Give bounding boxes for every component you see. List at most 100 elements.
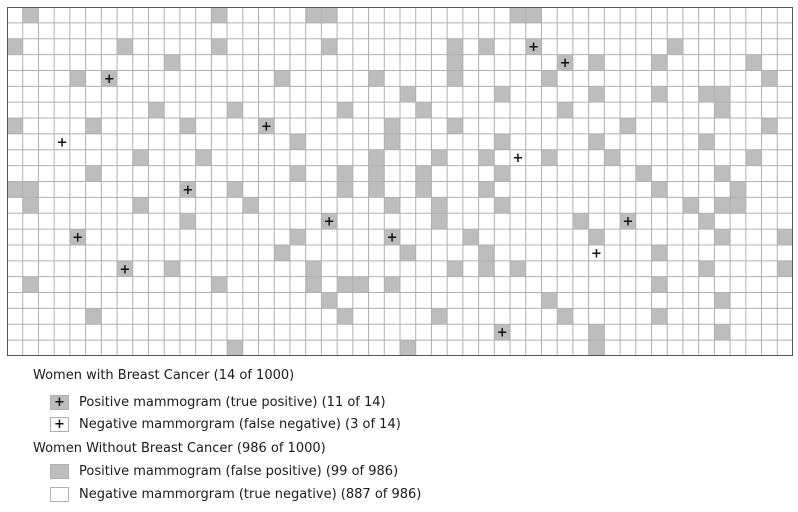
cell-false-positive [384, 133, 400, 150]
cell-false-positive [651, 181, 668, 198]
cell-true-positive [69, 229, 86, 245]
cell-false-positive [714, 197, 731, 214]
cell-false-positive [415, 181, 432, 198]
cell-false-positive [22, 181, 39, 198]
cell-false-positive [588, 54, 605, 71]
swatch-false-positive [50, 463, 69, 479]
cell-false-positive [179, 118, 196, 134]
cell-false-positive [478, 38, 495, 55]
cell-false-positive [588, 340, 605, 356]
cell-false-positive [447, 70, 463, 87]
cell-false-negative [54, 133, 70, 150]
plus-marker-icon: + [119, 262, 130, 277]
cell-false-positive [227, 340, 243, 356]
cell-false-positive [541, 292, 558, 309]
cell-false-positive [7, 118, 23, 134]
cell-false-positive [400, 244, 416, 261]
legend-label-true-negative: Negative mammorgram (true negative) (887… [79, 486, 422, 502]
cell-false-positive [337, 308, 353, 325]
cell-false-positive [447, 118, 463, 134]
cell-false-positive [274, 70, 290, 87]
cell-false-positive [651, 244, 668, 261]
plus-marker-icon: + [261, 119, 272, 134]
plus-marker-icon: + [512, 151, 523, 166]
cell-false-positive [714, 229, 731, 245]
cell-true-positive [557, 54, 573, 71]
cell-false-positive [777, 229, 793, 245]
cell-false-positive [698, 213, 715, 230]
legend-row-false-positive: Positive mammogram (false positive) (99 … [50, 461, 398, 481]
cell-false-positive [462, 229, 479, 245]
cell-false-positive [400, 340, 416, 356]
cell-false-positive [745, 54, 762, 71]
swatch-true-positive: + [50, 394, 69, 410]
cell-false-positive [305, 260, 322, 277]
cell-false-positive [761, 70, 778, 87]
cell-false-positive [714, 324, 731, 341]
cell-false-positive [337, 181, 353, 198]
cell-false-positive [274, 244, 290, 261]
plus-marker-icon: + [104, 72, 115, 87]
swatch-true-negative [50, 486, 69, 502]
cell-false-positive [164, 260, 180, 277]
legend-row-true-negative: Negative mammorgram (true negative) (887… [50, 484, 421, 504]
cell-false-positive [682, 197, 699, 214]
legend-heading-with-cancer: Women with Breast Cancer (14 of 1000) [33, 368, 295, 383]
plus-marker-icon: + [622, 215, 633, 230]
plus-marker-icon: + [591, 246, 602, 261]
cell-false-positive [195, 149, 212, 166]
cell-false-positive [22, 197, 39, 214]
cell-false-positive [7, 181, 23, 198]
cell-false-positive [494, 165, 511, 182]
cell-false-positive [22, 276, 39, 293]
cell-false-positive [7, 38, 23, 55]
cell-false-positive [494, 197, 511, 214]
legend-label-false-positive: Positive mammogram (false positive) (99 … [79, 463, 399, 479]
cell-false-positive [384, 197, 400, 214]
cell-false-positive [588, 229, 605, 245]
cell-false-positive [478, 149, 495, 166]
cell-false-positive [510, 260, 526, 277]
cell-false-positive [415, 102, 432, 119]
cell-false-positive [478, 244, 495, 261]
cell-false-positive [69, 70, 86, 87]
legend-row-false-negative: + Negative mammorgram (false negative) (… [50, 414, 401, 434]
cell-true-positive [525, 38, 542, 55]
cell-true-positive [117, 260, 133, 277]
cell-false-positive [447, 54, 463, 71]
cell-false-positive [557, 102, 573, 119]
cell-false-positive [667, 38, 683, 55]
cell-false-positive [352, 276, 369, 293]
cell-false-positive [698, 260, 715, 277]
cell-false-positive [698, 86, 715, 103]
cell-false-negative [588, 244, 605, 261]
cell-false-positive [745, 149, 762, 166]
grid-border [7, 7, 793, 356]
cell-false-positive [557, 308, 573, 325]
cell-false-positive [321, 7, 338, 23]
cell-false-positive [337, 276, 353, 293]
cell-false-positive [431, 149, 448, 166]
cell-false-positive [714, 165, 731, 182]
cell-false-positive [415, 165, 432, 182]
cell-false-positive [651, 308, 668, 325]
cell-true-positive [321, 213, 338, 230]
cell-false-positive [478, 181, 495, 198]
plus-marker-icon: + [497, 326, 508, 341]
cell-false-positive [431, 213, 448, 230]
cell-false-positive [635, 165, 652, 182]
plus-marker-icon: + [324, 215, 335, 230]
cell-false-positive [179, 213, 196, 230]
cell-false-positive [447, 38, 463, 55]
legend-heading-without-cancer: Women Without Breast Cancer (986 of 1000… [33, 441, 326, 456]
cell-false-positive [148, 102, 165, 119]
population-grid: + + + + + + + + + + + + + + [7, 7, 793, 356]
cell-false-positive [494, 133, 511, 150]
cell-false-positive [541, 70, 558, 87]
cell-false-positive [588, 324, 605, 341]
swatch-false-negative: + [50, 416, 69, 432]
cell-false-positive [211, 276, 228, 293]
cell-false-positive [698, 133, 715, 150]
cell-false-positive [132, 197, 149, 214]
cell-true-positive [101, 70, 118, 87]
